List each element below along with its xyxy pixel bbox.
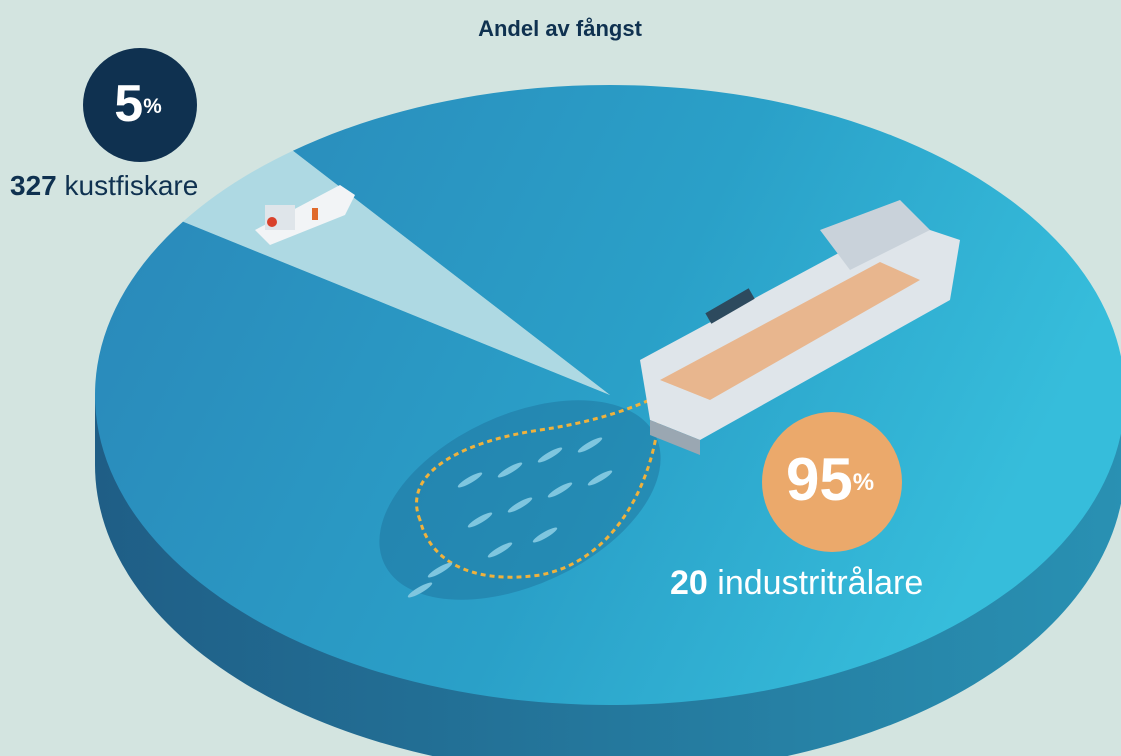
category-name: kustfiskare xyxy=(65,170,199,201)
page: Andel av fångst 5%327 kustfiskare95%20 i… xyxy=(0,0,1121,756)
category-label: 20 industritrålare xyxy=(670,564,923,602)
chart-title: Andel av fångst xyxy=(478,16,642,41)
chart: Andel av fångst 5%327 kustfiskare95%20 i… xyxy=(0,0,1121,756)
category-name: industritrålare xyxy=(717,564,923,602)
sectors xyxy=(95,85,1121,705)
count: 20 xyxy=(670,564,708,602)
category-label: 327 kustfiskare xyxy=(10,170,198,201)
count: 327 xyxy=(10,170,57,201)
